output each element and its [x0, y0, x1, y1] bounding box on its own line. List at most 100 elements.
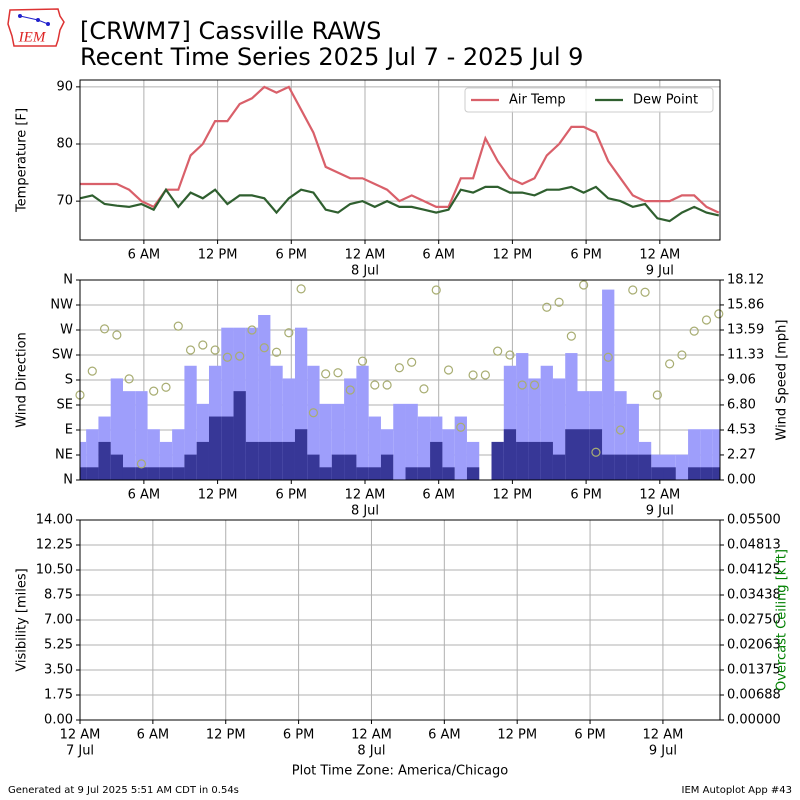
point: [136, 459, 147, 469]
bar: [331, 454, 345, 480]
point: [628, 285, 638, 295]
bar: [122, 391, 136, 480]
y2-tick-label: 13.59: [727, 323, 764, 338]
point: [87, 366, 97, 376]
bar: [417, 416, 431, 480]
point: [517, 380, 527, 390]
y-tick-label: N: [63, 273, 73, 288]
bar: [712, 467, 720, 480]
bar: [344, 454, 357, 480]
x-tick-label: 6 PM: [283, 728, 314, 743]
bar: [356, 365, 369, 480]
x-date-label: 9 Jul: [646, 504, 674, 519]
y-tick-label: 70: [56, 194, 73, 209]
point: [579, 280, 589, 290]
x-tick-label: 6 AM: [422, 488, 455, 503]
bar: [307, 365, 320, 480]
bar: [380, 454, 394, 480]
y-tick-label: 80: [56, 137, 73, 152]
point: [505, 350, 515, 360]
bar: [688, 467, 701, 480]
point: [677, 350, 687, 360]
bar: [700, 467, 713, 480]
bar: [589, 429, 603, 480]
line: [80, 85, 720, 214]
bar: [208, 416, 222, 480]
point: [591, 447, 601, 457]
y2-tick-label: 18.12: [727, 273, 764, 288]
point: [665, 359, 675, 369]
point: [271, 347, 282, 357]
bar: [258, 441, 271, 480]
y2-tick-label: 2.27: [727, 447, 756, 462]
y-tick-label: S: [65, 373, 73, 388]
x-tick-label: 12 PM: [198, 248, 238, 263]
point: [321, 369, 331, 379]
y2-tick-label: 9.06: [727, 373, 756, 388]
bar: [454, 416, 467, 480]
bar: [159, 467, 173, 480]
bar: [147, 467, 160, 480]
x-tick-label: 6 AM: [137, 728, 170, 743]
x-tick-label: 6 PM: [570, 248, 601, 263]
bar: [135, 391, 148, 480]
bar: [319, 403, 332, 480]
bar: [86, 467, 99, 480]
bar: [638, 454, 652, 480]
bar: [221, 416, 234, 480]
y-tick-label: NE: [55, 448, 73, 463]
bar: [651, 467, 664, 480]
x-tick-label: 12 PM: [206, 728, 246, 743]
bar: [122, 467, 136, 480]
point: [456, 422, 466, 432]
bar: [442, 467, 455, 480]
point: [173, 321, 183, 331]
bar: [626, 454, 639, 480]
bar: [110, 454, 123, 480]
point: [615, 425, 626, 435]
bar: [135, 467, 148, 480]
bar: [528, 441, 541, 480]
point: [370, 380, 380, 390]
logo-dot: [18, 14, 22, 18]
x-tick-label: 6 PM: [574, 728, 605, 743]
panel: 6 AM 12 PM 6 PM 12 AM 6 AM 12 PM 6 PM 12 AM8 Ju…: [15, 79, 721, 279]
point: [493, 346, 503, 356]
point: [333, 368, 343, 378]
point: [689, 326, 699, 336]
point: [345, 385, 355, 395]
bar: [393, 403, 406, 480]
point: [198, 340, 208, 350]
chart-title: [CRWM7] Cassville RAWS: [80, 17, 381, 45]
x-tick-label: 6 PM: [276, 488, 307, 503]
bar: [80, 441, 87, 480]
y-tick-label: 90: [56, 79, 73, 94]
y-tick-label: N: [63, 473, 73, 488]
point: [284, 328, 294, 338]
x-tick-label: 6 AM: [428, 728, 461, 743]
point: [554, 297, 564, 307]
point: [247, 325, 257, 335]
bar: [356, 467, 369, 480]
point: [222, 352, 233, 362]
y-tick-label: 14.00: [36, 513, 73, 528]
y2-tick-label: 6.80: [727, 397, 756, 412]
y2-tick-label: 15.86: [727, 297, 764, 312]
bar: [184, 454, 197, 480]
y-tick-label: SW: [52, 348, 73, 363]
y-tick-label: 12.25: [36, 538, 73, 553]
y2-tick-label: 0.00688: [727, 688, 781, 703]
bar: [663, 467, 676, 480]
bar: [319, 467, 332, 480]
y2-tick-label: 4.53: [727, 423, 756, 438]
point: [308, 408, 318, 418]
bar: [577, 429, 590, 480]
bar: [552, 454, 566, 480]
bar: [245, 441, 259, 480]
logo: IEM: [7, 8, 65, 47]
legend-box: [464, 87, 714, 113]
bar: [466, 467, 480, 480]
x-date-label: 8 Jul: [357, 744, 385, 759]
bar: [80, 467, 87, 480]
